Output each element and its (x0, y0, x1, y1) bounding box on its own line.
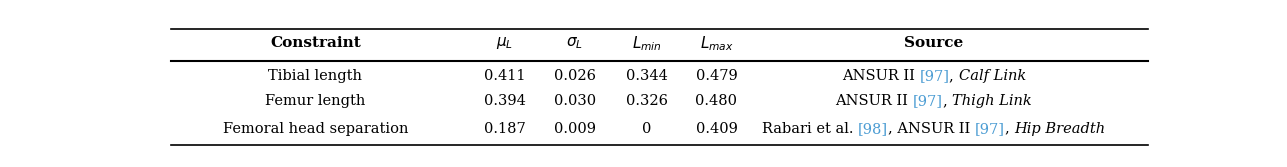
Text: ANSUR II: ANSUR II (835, 94, 912, 108)
Text: 0: 0 (642, 122, 651, 136)
Text: 0.411: 0.411 (484, 69, 525, 83)
Text: Constraint: Constraint (270, 36, 360, 50)
Text: 0.394: 0.394 (484, 94, 526, 108)
Text: 0.344: 0.344 (625, 69, 668, 83)
Text: [98]: [98] (858, 122, 888, 136)
Text: [97]: [97] (976, 122, 1005, 136)
Text: ANSUR II: ANSUR II (842, 69, 919, 83)
Text: Rabari et al.: Rabari et al. (762, 122, 858, 136)
Text: ,: , (943, 94, 952, 108)
Text: Femoral head separation: Femoral head separation (223, 122, 408, 136)
Text: 0.030: 0.030 (553, 94, 596, 108)
Text: 0.409: 0.409 (695, 122, 737, 136)
Text: 0.479: 0.479 (695, 69, 737, 83)
Text: Source: Source (905, 36, 964, 50)
Text: ,: , (950, 69, 959, 83)
Text: Calf Link: Calf Link (959, 69, 1026, 83)
Text: $\mu_L$: $\mu_L$ (497, 35, 514, 51)
Text: [97]: [97] (912, 94, 943, 108)
Text: 0.187: 0.187 (484, 122, 526, 136)
Text: Tibial length: Tibial length (269, 69, 363, 83)
Text: 0.026: 0.026 (553, 69, 596, 83)
Text: ,: , (1005, 122, 1014, 136)
Text: Hip Breadth: Hip Breadth (1014, 122, 1106, 136)
Text: Femur length: Femur length (265, 94, 366, 108)
Text: , ANSUR II: , ANSUR II (888, 122, 976, 136)
Text: $L_{min}$: $L_{min}$ (632, 34, 662, 53)
Text: Thigh Link: Thigh Link (952, 94, 1032, 108)
Text: 0.480: 0.480 (695, 94, 737, 108)
Text: $\sigma_L$: $\sigma_L$ (566, 35, 583, 51)
Text: $L_{max}$: $L_{max}$ (700, 34, 734, 53)
Text: 0.009: 0.009 (553, 122, 596, 136)
Text: [97]: [97] (919, 69, 950, 83)
Text: 0.326: 0.326 (625, 94, 668, 108)
